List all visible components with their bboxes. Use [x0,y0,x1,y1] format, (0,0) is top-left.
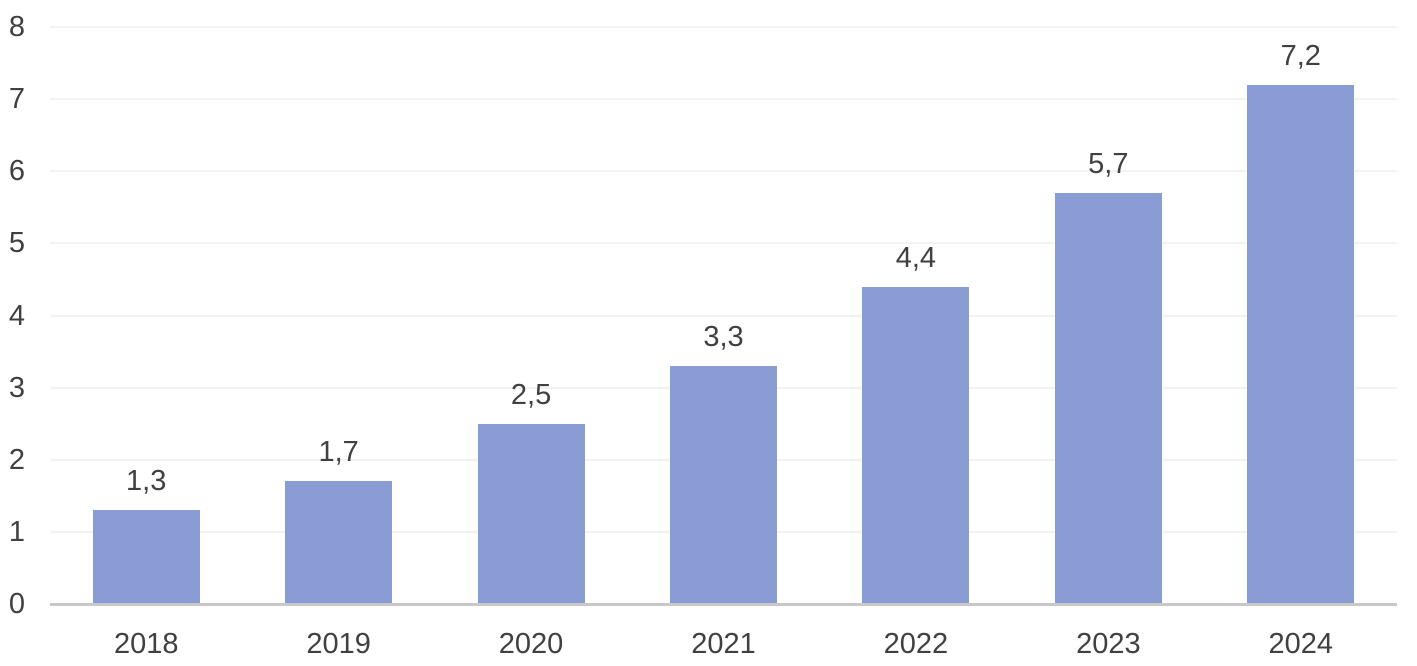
gridline [50,98,1397,101]
x-axis-tick-label: 2023 [1076,628,1141,660]
bar-value-label: 7,2 [1280,39,1321,72]
y-axis-tick-label: 3 [8,371,26,404]
bar-2021 [670,365,777,604]
x-axis-tick-label: 2020 [498,628,564,660]
bar-value-label: 2,5 [510,378,552,411]
bar-2023 [1054,192,1162,604]
bar-value-label: 3,3 [703,320,744,353]
bar-2020 [477,423,585,604]
y-axis-tick-label: 0 [8,588,26,620]
bar-2019 [285,481,393,604]
y-axis-tick-label: 4 [8,299,26,332]
x-axis-tick-label: 2021 [691,628,756,660]
bar-2022 [862,286,970,604]
bar-value-label: 1,3 [126,465,167,498]
gridline [50,314,1397,317]
x-axis-tick-label: 2019 [306,628,371,660]
bar-value-label: 1,7 [318,436,359,469]
x-axis-tick-label: 2024 [1268,628,1334,660]
y-axis-tick-label: 1 [8,515,26,548]
gridline [50,242,1397,245]
bar-value-label: 5,7 [1088,147,1129,180]
y-axis-tick-label: 6 [8,155,26,188]
bar-2018 [92,510,200,604]
x-axis-tick-label: 2018 [113,628,179,660]
x-axis-tick-label: 2022 [883,628,949,660]
y-axis-tick-label: 8 [8,11,26,43]
bar-2024 [1247,84,1355,604]
bar-value-label: 4,4 [895,241,937,274]
y-axis-tick-label: 5 [8,227,26,260]
x-axis-line [50,603,1397,606]
y-axis-tick-label: 7 [8,83,26,116]
y-axis-tick-label: 2 [8,443,26,476]
gridline [50,26,1397,28]
gridline [50,170,1397,173]
